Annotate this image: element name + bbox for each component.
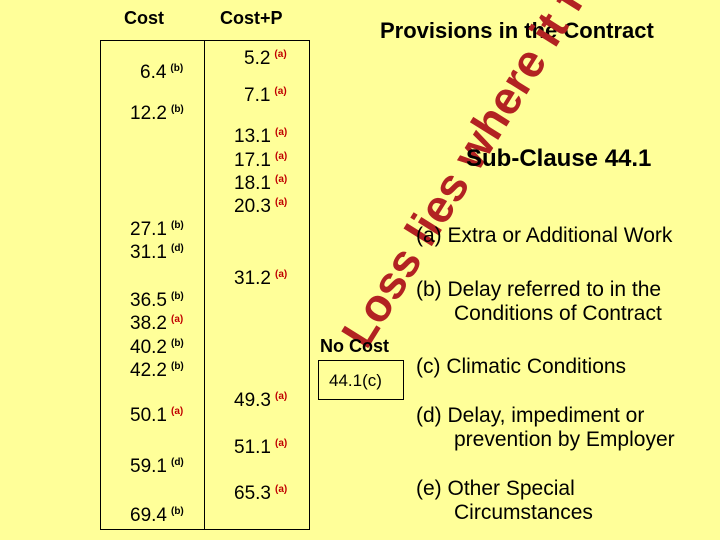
cost-clause: 31.1 (d) [130,242,184,263]
slide-title: Provisions in the Contract [380,18,654,43]
cost-plus-profit-column-box [204,40,310,530]
cost-plus-profit-clause: 18.1 (a) [234,173,288,194]
cost-clause: 42.2 (b) [130,360,184,381]
sub-clause-heading: Sub-Clause 44.1 [466,145,652,172]
cost-plus-profit-clause: 17.1 (a) [234,150,288,171]
cost-plus-profit-clause: 20.3 (a) [234,196,288,217]
provision-item: (c) Climatic Conditions [416,355,627,378]
cost-plus-profit-clause: 49.3 (a) [234,390,288,411]
provision-item: (b) Delay referred to in the Conditions o… [416,278,662,325]
cost-plus-profit-clause: 51.1 (a) [234,437,288,458]
cost-column-header: Cost [124,8,164,28]
cost-plus-profit-clause: 7.1 (a) [244,85,287,106]
cost-clause: 38.2 (a) [130,313,184,334]
cost-plus-profit-column-header: Cost+P [220,8,283,28]
no-cost-ref-box [318,360,404,400]
cost-clause: 12.2 (b) [130,103,184,124]
cost-plus-profit-clause: 65.3 (a) [234,483,288,504]
cost-clause: 40.2 (b) [130,337,184,358]
provision-item: (a) Extra or Additional Work [416,224,673,247]
provision-item: (d) Delay, impediment or prevention by Em… [416,404,675,451]
cost-clause: 36.5 (b) [130,290,184,311]
cost-clause: 6.4 (b) [140,62,184,83]
cost-clause: 50.1 (a) [130,405,184,426]
cost-clause: 59.1 (d) [130,456,184,477]
provision-item: (e) Other Special Circumstances [416,477,593,524]
cost-clause: 69.4 (b) [130,505,184,526]
cost-column-box [100,40,206,530]
cost-plus-profit-clause: 5.2 (a) [244,48,287,69]
no-cost-ref: 44.1(c) [329,371,382,390]
cost-clause: 27.1 (b) [130,219,184,240]
no-cost-label: No Cost [320,336,389,356]
cost-plus-profit-clause: 13.1 (a) [234,126,288,147]
cost-plus-profit-clause: 31.2 (a) [234,268,288,289]
